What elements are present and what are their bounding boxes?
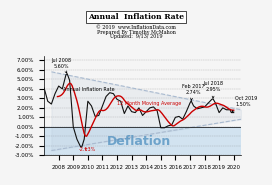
Text: Jul 2008
5.60%: Jul 2008 5.60% (52, 58, 72, 73)
Text: Annual Inflation Rate: Annual Inflation Rate (63, 87, 115, 92)
Text: Updated:  9/13/ 2019: Updated: 9/13/ 2019 (110, 34, 162, 39)
Text: Oct 2019
1.50%: Oct 2019 1.50% (232, 96, 257, 112)
Text: -2.13%: -2.13% (79, 147, 97, 152)
Text: Annual  Inflation Rate: Annual Inflation Rate (88, 13, 184, 21)
Text: © 2019  www.InflationData.com: © 2019 www.InflationData.com (96, 25, 176, 30)
Text: Prepared By Timothy McMahon: Prepared By Timothy McMahon (97, 30, 175, 35)
Text: Deflation: Deflation (107, 134, 171, 148)
Text: 12 Month Moving Average: 12 Month Moving Average (117, 101, 181, 106)
Bar (44, 127, 241, 155)
Text: Jul 2018
2.95%: Jul 2018 2.95% (203, 81, 223, 98)
Text: Feb 2017
2.74%: Feb 2017 2.74% (181, 84, 204, 100)
